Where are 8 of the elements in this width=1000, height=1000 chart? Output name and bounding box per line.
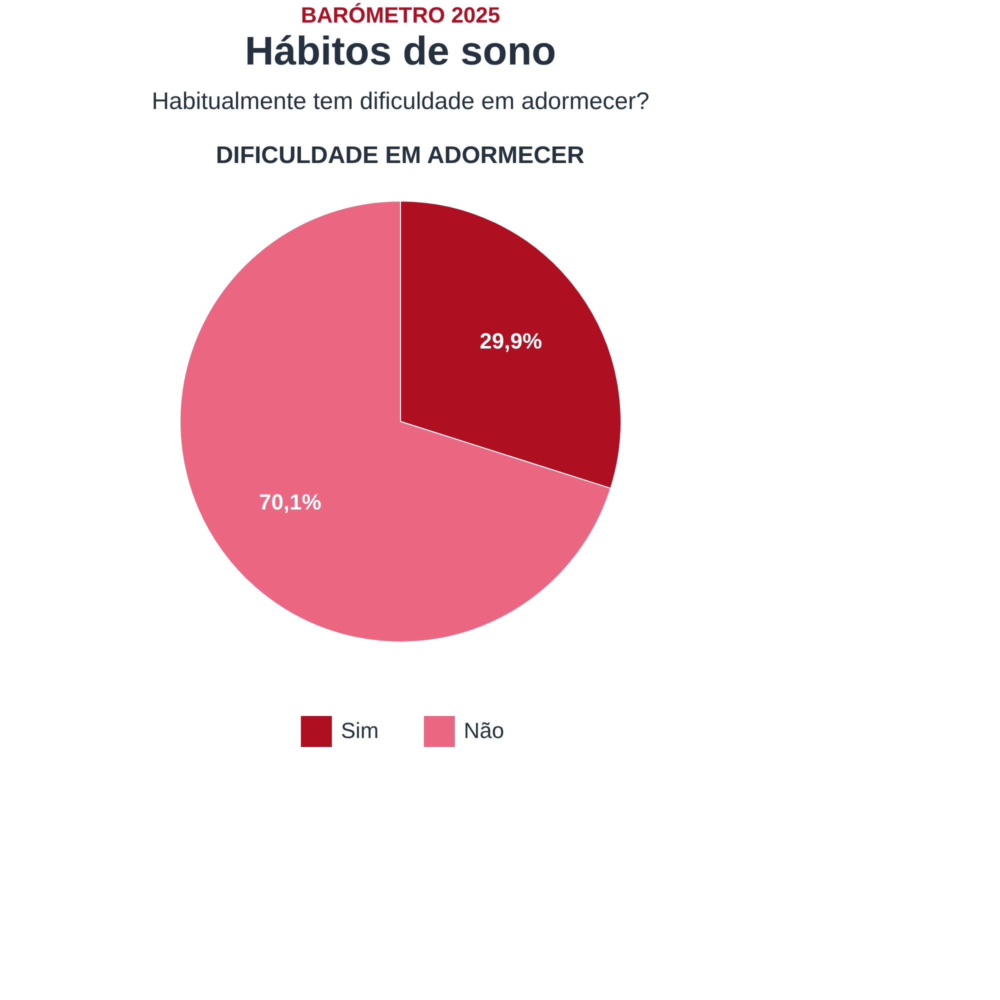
text: Habitualmente tem dificuldade em adormecer? bbox=[152, 88, 650, 115]
legend-label: Não bbox=[464, 718, 504, 744]
data-label: 29,9% bbox=[480, 328, 542, 354]
chart-subtitle: BARÓMETRO 2025 bbox=[300, 2, 500, 28]
data-label: 70,1% bbox=[258, 490, 322, 515]
legend-label: Sim bbox=[340, 718, 379, 744]
chart-title: Hábitos de sono bbox=[244, 30, 556, 74]
text: DIFICULDADE EM ADORMECER bbox=[216, 142, 584, 169]
